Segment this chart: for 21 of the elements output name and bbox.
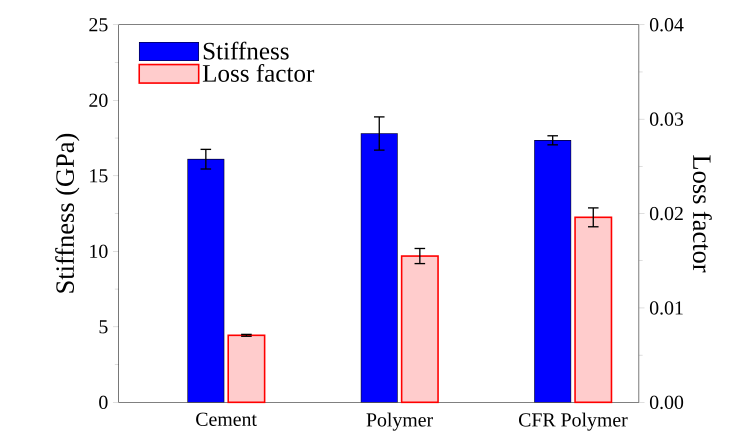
y2-tick-label: 0.03 [650,112,684,126]
y-tick-label: 10 [90,244,108,258]
y-axis-title: Stiffness (GPa) [55,134,80,293]
x-tick-label: Polymer [366,412,433,431]
x-tick-label: Cement [196,412,257,426]
y-tick-label: 0 [99,396,108,410]
y2-tick-label: 0.02 [650,206,683,220]
y2-tick-label: 0.00 [650,396,684,410]
y-tick-label: 20 [89,94,108,107]
y-tick-label: 15 [90,169,108,182]
bar [227,334,266,404]
x-tick-label: CFR Polymer [518,412,628,431]
y2-tick-label: 0.04 [650,18,684,32]
bar [574,216,612,404]
y2-tick-label: 0.01 [650,301,683,315]
y-tick-label: 25 [89,18,108,32]
y-tick-label: 5 [100,320,108,334]
legend-label: Loss factor [202,64,314,82]
legend-label: Stiffness [204,42,289,60]
y2-axis-title: Loss factor [692,155,712,272]
bar [400,255,439,404]
